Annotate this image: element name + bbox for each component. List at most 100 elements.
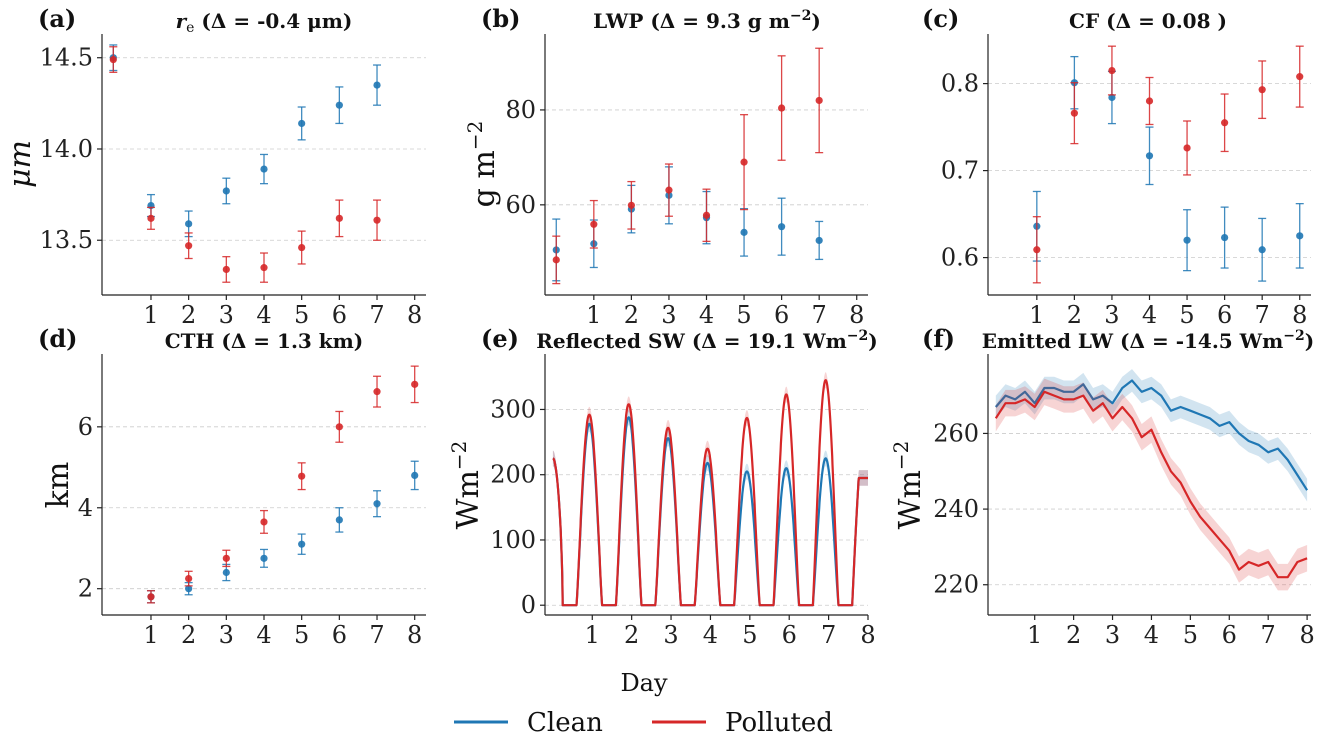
x-tick-label: 4 (1144, 621, 1159, 649)
data-point (335, 423, 343, 431)
y-tick-label: 0 (521, 591, 536, 619)
data-point (1183, 144, 1191, 152)
series-polluted (146, 365, 419, 604)
x-tick-label: 2 (181, 301, 196, 329)
data-point (260, 518, 268, 526)
legend-label-polluted: Polluted (725, 708, 833, 736)
data-point (147, 214, 155, 222)
y-axis-label-f: Wm−2 (889, 441, 928, 530)
x-tick-label: 8 (1292, 301, 1307, 329)
x-tick-label: 3 (1105, 621, 1120, 649)
x-tick-label: 4 (703, 621, 718, 649)
series-polluted (552, 47, 824, 285)
x-tick-label: 8 (1299, 621, 1314, 649)
data-point (373, 388, 381, 396)
data-point (373, 500, 381, 508)
y-tick-label: 2 (78, 575, 93, 603)
x-tick-label: 2 (181, 621, 196, 649)
x-tick-label: 2 (1067, 301, 1082, 329)
y-axis-label-e: Wm−2 (447, 441, 486, 530)
x-tick-label: 7 (369, 301, 384, 329)
panel-c: (c) CF (Δ = 0.08 ) 0.6 0.7 0.8 1 2 3 4 5 6 7 8 (922, 4, 1311, 329)
y-tick-label: 260 (933, 419, 979, 447)
data-point (1296, 73, 1304, 81)
panel-title-e: Reflected SW (Δ = 19.1 Wm−2) (536, 328, 877, 353)
x-tick-label: 2 (624, 301, 639, 329)
panel-b: (b) LWP (Δ = 9.3 g m−2) 60 80 1 2 3 4 5 6 7 8 g m… (463, 4, 868, 329)
panel-letter-f: (f) (922, 324, 955, 353)
x-tick-label: 7 (821, 621, 836, 649)
y-tick-label: 0.6 (941, 244, 979, 272)
x-tick-label: 5 (736, 301, 751, 329)
y-tick-label: 300 (490, 395, 536, 423)
data-point (147, 593, 155, 601)
data-point (335, 101, 343, 109)
data-point (222, 568, 230, 577)
panel-f: (f) Emitted LW (Δ = -14.5 Wm−2) 22024026… (889, 324, 1315, 649)
x-tick-label: 4 (699, 301, 714, 329)
data-point (185, 574, 193, 583)
series-clean (994, 369, 1309, 502)
data-point (665, 186, 673, 194)
panel-letter-a: (a) (38, 4, 76, 33)
x-tick-label: 1 (585, 621, 600, 649)
x-tick-label: 6 (1222, 621, 1237, 649)
data-point (335, 214, 343, 222)
x-tick-label: 8 (860, 621, 875, 649)
panel-title-d: CTH (Δ = 1.3 km) (165, 329, 364, 353)
y-axis-label-d: km (41, 462, 76, 509)
y-axis-label-b: g m−2 (463, 121, 502, 208)
y-tick-label: 13.5 (40, 226, 93, 254)
series-line (994, 379, 1309, 491)
data-point (411, 471, 419, 479)
y-tick-label: 4 (78, 494, 93, 522)
x-axis-label: Day (620, 669, 668, 697)
x-tick-label: 3 (219, 301, 234, 329)
y-tick-label: 14.5 (40, 44, 93, 72)
x-tick-label: 1 (1027, 621, 1042, 649)
data-point (298, 472, 306, 480)
data-point (373, 216, 381, 224)
data-point (815, 96, 823, 105)
series-polluted (552, 372, 869, 609)
data-point (335, 516, 343, 524)
x-tick-label: 5 (1179, 301, 1194, 329)
data-point (702, 211, 711, 219)
panel-letter-d: (d) (38, 324, 78, 353)
y-tick-label: 6 (78, 413, 93, 441)
x-tick-label: 4 (256, 621, 271, 649)
data-point (373, 81, 381, 89)
x-tick-label: 6 (332, 621, 347, 649)
data-point (1108, 66, 1116, 75)
x-tick-label: 2 (624, 621, 639, 649)
panel-a: (a) re (Δ = -0.4 μm) 13.5 14.0 14.5 1 2 3 4 5 6 7… (3, 4, 426, 329)
x-tick-label: 4 (256, 301, 271, 329)
series-polluted (109, 46, 382, 283)
x-tick-label: 7 (812, 301, 827, 329)
panel-title-b: LWP (Δ = 9.3 g m−2) (593, 8, 821, 33)
x-tick-label: 3 (1104, 301, 1119, 329)
data-point (1258, 86, 1266, 94)
y-tick-label: 220 (933, 571, 979, 599)
x-tick-label: 1 (586, 301, 601, 329)
data-point (1296, 232, 1304, 240)
series-polluted (1032, 45, 1304, 284)
x-tick-label: 6 (332, 301, 347, 329)
data-point (1258, 246, 1266, 254)
panel-letter-c: (c) (922, 4, 959, 33)
x-tick-label: 5 (742, 621, 757, 649)
x-tick-label: 8 (849, 301, 864, 329)
x-tick-label: 1 (143, 621, 158, 649)
data-point (1183, 236, 1191, 244)
panel-letter-e: (e) (481, 324, 519, 353)
y-tick-label: 200 (490, 461, 536, 489)
data-point (1070, 109, 1078, 117)
data-point (1033, 246, 1041, 254)
panel-letter-b: (b) (481, 4, 521, 33)
data-point (778, 104, 786, 112)
data-point (740, 158, 748, 166)
data-point (1145, 97, 1154, 105)
x-tick-label: 3 (219, 621, 234, 649)
x-tick-label: 5 (294, 301, 309, 329)
